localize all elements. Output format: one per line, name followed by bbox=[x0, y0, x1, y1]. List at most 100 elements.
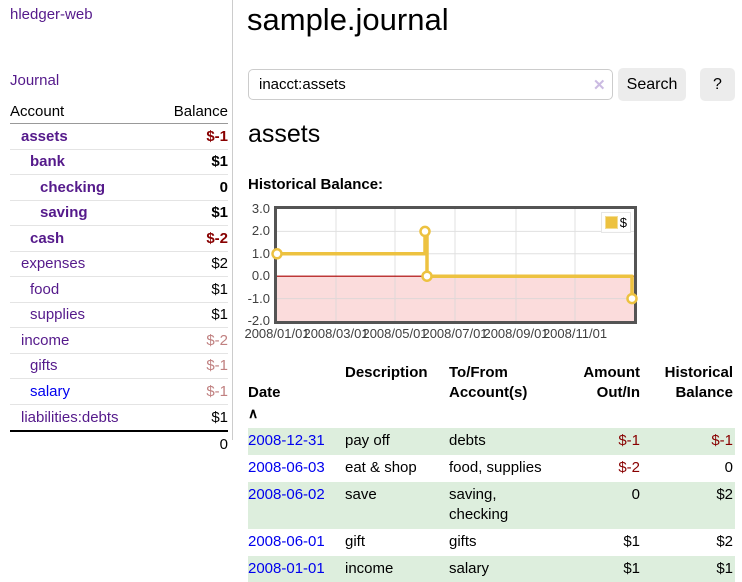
accounts-total-row: 0 bbox=[10, 430, 228, 456]
account-link-assets[interactable]: assets bbox=[21, 127, 68, 145]
account-balance: $-2 bbox=[206, 229, 228, 247]
transaction-accounts: salary bbox=[449, 560, 490, 577]
account-balance: $2 bbox=[211, 255, 228, 273]
x-axis-tick: 2008/05/01 bbox=[362, 326, 428, 341]
transaction-amount: $-1 bbox=[618, 432, 640, 449]
account-row-cash: cash $-2 bbox=[10, 226, 228, 252]
table-row: 2008-06-02 save saving, checking 0 $2 bbox=[248, 482, 735, 529]
y-axis-tick: -2.0 bbox=[247, 313, 270, 328]
chart-title: Historical Balance: bbox=[248, 176, 384, 193]
account-row-income: income $-2 bbox=[10, 328, 228, 354]
sidebar-item-journal[interactable]: Journal bbox=[10, 72, 60, 89]
account-row-food: food $1 bbox=[10, 277, 228, 303]
account-link-food[interactable]: food bbox=[30, 280, 60, 298]
to-from-column-header: To/From Account(s) bbox=[449, 364, 528, 401]
x-axis-tick: 2008/03/01 bbox=[303, 326, 369, 341]
transaction-accounts: saving, checking bbox=[449, 486, 509, 523]
balance-column-header: Balance bbox=[173, 103, 228, 120]
transaction-amount: $-2 bbox=[618, 459, 640, 476]
x-axis-tick: 2008/11/01 bbox=[542, 326, 608, 341]
chart-plot-area bbox=[271, 209, 638, 321]
account-balance: $1 bbox=[211, 153, 228, 171]
transaction-date-link[interactable]: 2008-06-02 bbox=[248, 486, 325, 503]
account-row-checking: checking 0 bbox=[10, 175, 228, 201]
account-link-bank[interactable]: bank bbox=[30, 153, 66, 171]
transaction-description: save bbox=[345, 486, 377, 503]
y-axis-tick: 3.0 bbox=[251, 201, 270, 216]
y-axis-tick: 1.0 bbox=[251, 246, 270, 261]
account-link-salary[interactable]: salary bbox=[30, 382, 71, 400]
search-input[interactable] bbox=[248, 69, 613, 100]
transaction-date-link[interactable]: 2008-06-03 bbox=[248, 459, 325, 476]
page-title: sample.journal bbox=[247, 2, 449, 37]
amount-column-header: Amount Out/In bbox=[583, 364, 640, 401]
transaction-accounts: gifts bbox=[449, 533, 477, 550]
transaction-description: gift bbox=[345, 533, 366, 550]
chart-gridlines bbox=[277, 209, 634, 321]
x-axis: 2008/01/01 2008/03/01 2008/05/01 2008/07… bbox=[244, 326, 637, 342]
account-balance: $1 bbox=[211, 204, 228, 222]
x-axis-tick: 2008/01/01 bbox=[244, 326, 310, 341]
transaction-date-link[interactable]: 2008-01-01 bbox=[248, 560, 325, 577]
account-balance: 0 bbox=[219, 178, 228, 196]
account-row-expenses: expenses $2 bbox=[10, 252, 228, 277]
clear-search-icon[interactable]: ✕ bbox=[593, 77, 606, 94]
account-balance: $1 bbox=[211, 280, 228, 298]
transaction-accounts: debts bbox=[449, 432, 486, 449]
balance-column-header: Historical Balance bbox=[664, 364, 733, 401]
account-row-supplies: supplies $1 bbox=[10, 303, 228, 328]
sort-ascending-icon: ∧ bbox=[248, 405, 259, 421]
y-axis-tick: 0.0 bbox=[251, 268, 270, 283]
account-balance: $1 bbox=[211, 306, 228, 324]
date-column-header[interactable]: Date ∧ bbox=[248, 362, 345, 428]
transaction-description: pay off bbox=[345, 432, 390, 449]
x-axis-tick: 2008/07/01 bbox=[422, 326, 488, 341]
account-balance: $-2 bbox=[206, 331, 228, 349]
account-balance: $1 bbox=[211, 408, 228, 426]
table-row: 2008-06-03 eat & shop food, supplies $-2… bbox=[248, 455, 735, 482]
account-link-expenses[interactable]: expenses bbox=[21, 255, 86, 273]
chart-legend: $ bbox=[600, 212, 631, 233]
register-table: Date ∧ Description To/From Account(s) Am… bbox=[248, 362, 735, 582]
transaction-balance: $1 bbox=[716, 560, 733, 577]
account-link-liabilities-debts[interactable]: liabilities:debts bbox=[21, 408, 119, 426]
table-row: 2008-12-31 pay off debts $-1 $-1 bbox=[248, 428, 735, 455]
account-link-saving[interactable]: saving bbox=[40, 204, 88, 222]
transaction-balance: $-1 bbox=[711, 432, 733, 449]
transaction-balance: 0 bbox=[724, 459, 733, 476]
account-balance: $-1 bbox=[206, 382, 228, 400]
account-link-income[interactable]: income bbox=[21, 331, 70, 349]
transaction-amount: $1 bbox=[623, 533, 640, 550]
y-axis-tick: -1.0 bbox=[247, 291, 270, 306]
account-row-bank: bank $1 bbox=[10, 150, 228, 175]
x-axis-tick: 2008/09/01 bbox=[483, 326, 549, 341]
account-link-cash[interactable]: cash bbox=[30, 229, 65, 247]
account-heading: assets bbox=[248, 120, 321, 148]
account-balance: $-1 bbox=[206, 127, 228, 145]
search-button[interactable]: Search bbox=[618, 68, 686, 101]
accounts-total-value: 0 bbox=[219, 435, 228, 453]
account-balance: $-1 bbox=[206, 357, 228, 375]
transaction-description: income bbox=[345, 560, 394, 577]
account-row-saving: saving $1 bbox=[10, 201, 228, 226]
accounts-table: Account Balance assets $-1 bank $1 check… bbox=[10, 103, 228, 456]
app-title-link[interactable]: hledger-web bbox=[10, 6, 93, 23]
help-button[interactable]: ? bbox=[700, 68, 735, 101]
transaction-amount: 0 bbox=[631, 486, 640, 503]
sidebar-divider bbox=[232, 0, 233, 440]
account-link-gifts[interactable]: gifts bbox=[30, 357, 58, 375]
description-column-header: Description bbox=[345, 364, 428, 381]
historical-balance-chart[interactable]: $ bbox=[271, 206, 638, 324]
transaction-accounts: food, supplies bbox=[449, 459, 542, 476]
account-link-checking[interactable]: checking bbox=[40, 178, 106, 196]
table-row: 2008-06-01 gift gifts $1 $2 bbox=[248, 529, 735, 556]
transaction-description: eat & shop bbox=[345, 459, 417, 476]
accounts-table-header: Account Balance bbox=[10, 103, 228, 124]
transaction-date-link[interactable]: 2008-12-31 bbox=[248, 432, 325, 449]
account-link-supplies[interactable]: supplies bbox=[30, 306, 86, 324]
transaction-balance: $2 bbox=[716, 533, 733, 550]
transaction-date-link[interactable]: 2008-06-01 bbox=[248, 533, 325, 550]
account-row-assets: assets $-1 bbox=[10, 124, 228, 150]
y-axis-tick: 2.0 bbox=[251, 223, 270, 238]
